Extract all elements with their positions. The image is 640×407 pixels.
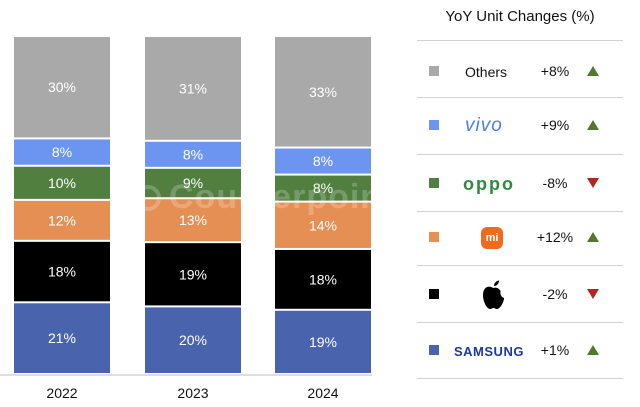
data-label-xiaomi-2022: 12% [48,212,76,228]
legend-row-apple: -2% [417,275,623,315]
vivo-swatch [429,120,439,130]
legend-divider [417,154,623,155]
data-label-others-2022: 30% [48,79,76,95]
up-arrow-icon [587,120,599,130]
bar-segment-oppo-2022 [14,166,110,199]
legend-row-others: Others +8% [417,52,623,92]
data-label-xiaomi-2024: 14% [309,217,337,233]
data-label-apple-2024: 18% [309,271,337,287]
data-label-xiaomi-2023: 13% [179,212,207,228]
legend-divider [417,322,623,323]
legend-divider [417,378,623,379]
data-label-others-2023: 31% [179,80,207,96]
bar-segment-others-2022 [14,37,110,138]
legend-row-vivo: vivo +9% [417,106,623,146]
legend-divider [417,265,623,266]
data-label-vivo-2024: 8% [313,153,333,169]
bar-segment-apple-2023 [145,243,241,306]
samsung-swatch [429,345,439,355]
data-label-oppo-2023: 9% [183,175,203,191]
apple-change: -2% [542,286,568,302]
bar-segment-samsung-2024 [275,310,371,373]
data-label-apple-2023: 19% [179,266,207,282]
data-label-others-2024: 33% [309,84,337,100]
bar-segment-vivo-2023 [145,141,241,167]
data-label-apple-2022: 18% [48,264,76,280]
oppo-change: -8% [542,175,568,191]
bar-segment-apple-2024 [275,249,371,309]
bar-segment-xiaomi-2022 [14,200,110,240]
data-label-vivo-2022: 8% [52,144,72,160]
data-label-vivo-2023: 8% [183,146,203,162]
data-label-samsung-2022: 21% [48,330,76,346]
xiaomi-change: +12% [536,229,574,245]
data-label-samsung-2023: 20% [179,332,207,348]
vivo-change: +9% [540,117,570,133]
bar-segment-others-2023 [145,37,241,140]
down-arrow-icon [587,289,599,299]
bar-segment-vivo-2024 [275,148,371,174]
bar-segment-samsung-2022 [14,303,110,373]
down-arrow-icon [587,178,599,188]
oppo-swatch [429,178,439,188]
bar-segment-apple-2022 [14,241,110,302]
data-label-oppo-2022: 10% [48,175,76,191]
x-tick-label-2023: 2023 [177,385,208,401]
data-label-samsung-2024: 19% [309,334,337,350]
vivo-logo: vivo [465,115,503,136]
up-arrow-icon [587,232,599,242]
xiaomi-logo-icon: mi [481,227,503,249]
legend-title: YoY Unit Changes (%) [445,8,595,25]
xiaomi-swatch [429,232,439,242]
bar-segment-xiaomi-2023 [145,199,241,242]
x-tick-label-2024: 2024 [307,385,338,401]
bar-segment-oppo-2024 [275,175,371,201]
samsung-logo: SAMSUNG [454,343,524,359]
legend-panel: YoY Unit Changes (%) Others +8% vivo +9%… [417,0,623,400]
up-arrow-icon [587,66,599,76]
legend-row-samsung: SAMSUNG +1% [417,331,623,371]
bar-segment-samsung-2023 [145,307,241,373]
apple-swatch [429,289,439,299]
bar-segment-xiaomi-2024 [275,202,371,248]
legend-divider [417,211,623,212]
x-tick-label-2022: 2022 [46,385,77,401]
bar-segment-vivo-2022 [14,139,110,165]
up-arrow-icon [587,345,599,355]
bar-segment-others-2024 [275,37,371,147]
legend-row-oppo: oppo -8% [417,164,623,204]
legend-row-xiaomi: mi +12% [417,218,623,258]
others-label: Others [465,64,508,80]
oppo-logo: oppo [463,173,515,194]
apple-logo-icon [483,280,504,309]
samsung-change: +1% [540,342,570,358]
others-swatch [429,66,439,76]
bar-segment-oppo-2023 [145,168,241,198]
legend-divider [417,97,623,98]
data-label-oppo-2024: 8% [313,180,333,196]
legend-divider [417,40,623,41]
others-change: +8% [540,63,570,79]
